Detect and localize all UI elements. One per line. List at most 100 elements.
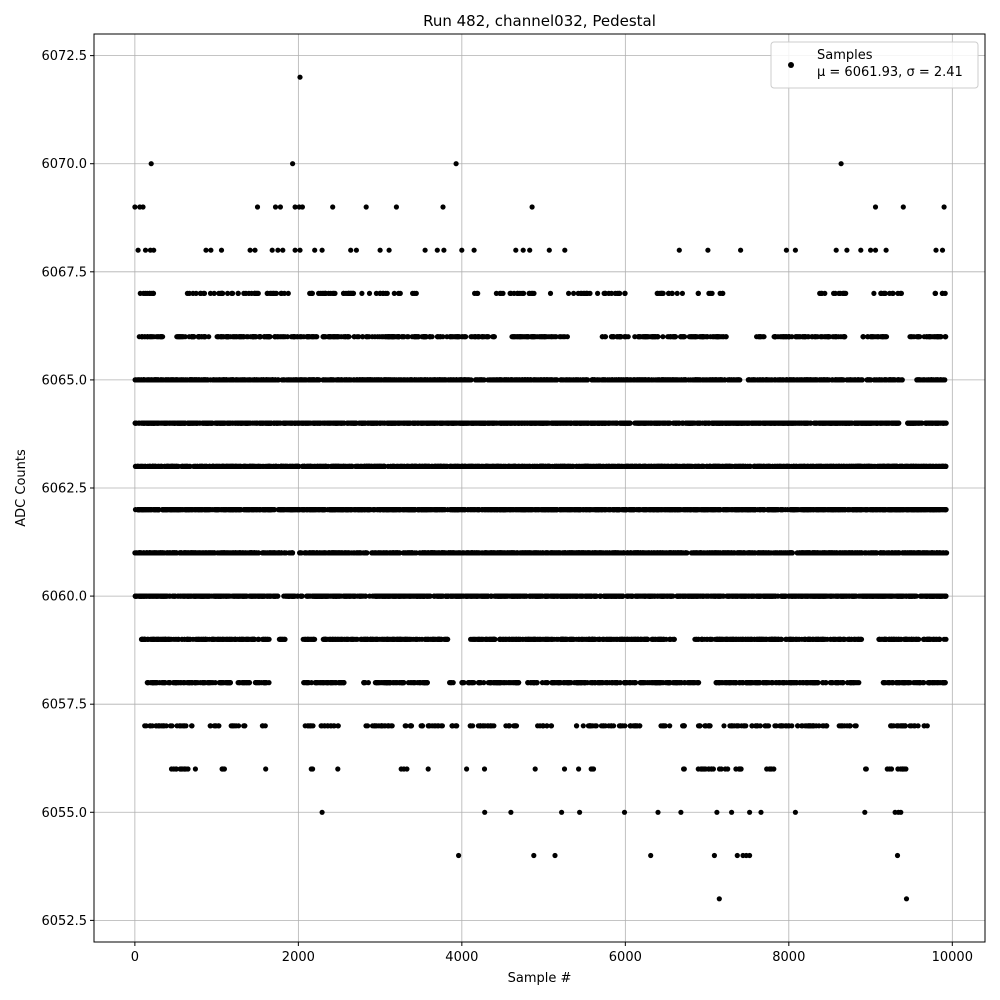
data-point [365, 463, 372, 469]
data-point [439, 420, 445, 426]
data-point [479, 463, 485, 469]
data-point [632, 334, 638, 340]
data-point [179, 463, 186, 469]
data-point [584, 463, 590, 469]
data-point [384, 290, 390, 296]
data-point [655, 290, 661, 296]
data-point [285, 290, 291, 296]
data-point [197, 420, 203, 426]
data-point [716, 463, 722, 469]
data-point [575, 290, 581, 296]
data-point [780, 463, 787, 469]
data-point [724, 420, 730, 426]
data-point [853, 463, 859, 469]
data-point [511, 377, 517, 383]
data-point [933, 334, 939, 340]
data-point [814, 463, 821, 469]
data-point [455, 334, 461, 340]
data-point [504, 377, 510, 383]
data-point [405, 334, 411, 340]
data-point [623, 463, 630, 469]
data-point [941, 463, 947, 469]
data-point [874, 420, 881, 426]
data-point [923, 420, 929, 426]
data-point [349, 463, 355, 469]
data-point [793, 463, 799, 469]
data-point [801, 463, 808, 469]
data-point [377, 290, 383, 296]
data-point [207, 377, 214, 383]
data-point [134, 463, 141, 469]
data-point [921, 334, 927, 340]
data-point [754, 334, 760, 340]
data-point [752, 463, 758, 469]
data-point [566, 290, 572, 296]
data-point [243, 377, 249, 383]
data-point [241, 290, 247, 296]
data-point [207, 290, 214, 296]
data-point [282, 420, 288, 426]
data-point [926, 463, 933, 469]
data-point [562, 420, 568, 426]
data-point [281, 463, 287, 469]
data-point [809, 334, 815, 340]
data-point [502, 463, 508, 469]
data-point [221, 377, 228, 383]
data-point [594, 463, 600, 469]
data-point [262, 420, 268, 426]
data-point [635, 420, 641, 426]
data-point [155, 420, 161, 426]
data-point [448, 377, 454, 383]
data-point [419, 420, 425, 426]
data-point [490, 420, 496, 426]
data-point [329, 463, 335, 469]
data-point [366, 290, 373, 296]
data-point [497, 290, 503, 296]
data-point [189, 334, 195, 340]
data-point [577, 420, 584, 426]
data-point [602, 290, 608, 296]
data-point [642, 420, 648, 426]
data-point [897, 463, 903, 469]
data-point [392, 420, 398, 426]
data-point [307, 290, 313, 296]
data-point [304, 463, 310, 469]
data-point [261, 377, 267, 383]
data-point [861, 463, 867, 469]
data-point [772, 334, 778, 340]
data-point [660, 334, 666, 340]
data-point [314, 377, 320, 383]
data-point [330, 290, 336, 296]
data-point [817, 420, 823, 426]
data-point [539, 420, 545, 426]
data-point [354, 463, 360, 469]
data-point [353, 377, 359, 383]
data-point [637, 334, 643, 340]
data-point [871, 290, 877, 296]
data-point [915, 463, 921, 469]
data-point [317, 463, 323, 469]
data-point [512, 420, 518, 426]
data-point [938, 377, 944, 383]
data-point [798, 420, 805, 426]
data-point [662, 420, 668, 426]
data-point [237, 334, 243, 340]
data-point [373, 290, 379, 296]
data-point [323, 463, 329, 469]
data-point [783, 334, 789, 340]
data-point [434, 334, 441, 340]
data-point [592, 420, 598, 426]
data-point [656, 377, 662, 383]
data-point [252, 334, 258, 340]
data-point [519, 290, 525, 296]
data-point [289, 420, 295, 426]
data-point [167, 463, 173, 469]
data-point [391, 290, 397, 296]
data-point [214, 377, 220, 383]
data-point [361, 420, 368, 426]
data-point [147, 463, 153, 469]
data-point [382, 463, 388, 469]
data-point [553, 334, 559, 340]
data-point [791, 377, 798, 383]
data-point [360, 377, 366, 383]
